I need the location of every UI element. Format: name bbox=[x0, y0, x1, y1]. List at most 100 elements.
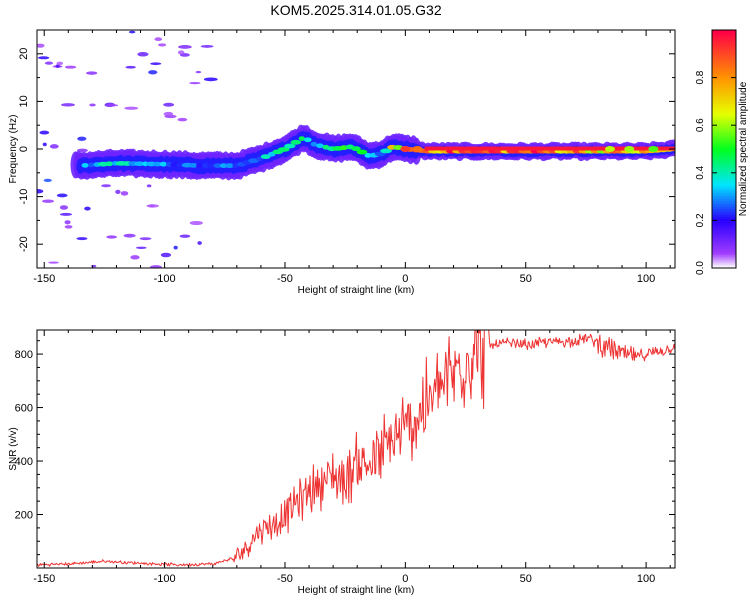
colorbar-cell bbox=[712, 248, 736, 251]
noise-speckle bbox=[42, 142, 47, 147]
noise-speckle bbox=[115, 189, 121, 195]
colorbar-cell bbox=[712, 230, 736, 233]
colorbar-cell bbox=[712, 168, 736, 172]
ridge-core bbox=[153, 161, 162, 167]
colorbar-cell bbox=[712, 252, 736, 255]
snr-y-axis-title: SNR (v/v) bbox=[8, 427, 19, 470]
colorbar-cell bbox=[712, 258, 736, 261]
ridge-core bbox=[260, 154, 271, 160]
colorbar-cell bbox=[712, 139, 736, 142]
colorbar-cell bbox=[712, 35, 736, 39]
noise-speckle bbox=[37, 43, 45, 48]
noise-speckle bbox=[195, 70, 202, 74]
colorbar-cell bbox=[712, 65, 736, 69]
noise-speckle bbox=[148, 70, 158, 75]
ridge-core bbox=[256, 156, 263, 162]
colorbar-cell bbox=[712, 101, 736, 104]
colorbar-tick-label: 0.8 bbox=[695, 70, 706, 84]
colorbar-cell bbox=[712, 242, 736, 245]
noise-speckle bbox=[64, 220, 71, 225]
spectrogram-y-axis-title: Frequency (Hz) bbox=[8, 115, 19, 184]
x-tick-label: 0 bbox=[402, 273, 408, 285]
colorbar-cell bbox=[712, 117, 736, 120]
noise-speckle bbox=[149, 265, 162, 268]
colorbar-cell bbox=[712, 164, 736, 168]
colorbar-cell bbox=[712, 200, 736, 204]
colorbar-cell bbox=[712, 218, 736, 221]
y-tick-label: 0 bbox=[18, 146, 30, 152]
noise-speckle bbox=[84, 206, 91, 211]
colorbar-cell bbox=[712, 160, 736, 164]
colorbar-cell bbox=[712, 30, 736, 33]
x-tick-label: 0 bbox=[402, 573, 408, 585]
ridge-core bbox=[159, 161, 168, 167]
colorbar-cell bbox=[712, 147, 736, 150]
ridge-core bbox=[310, 141, 318, 147]
ridge-band bbox=[424, 146, 675, 151]
ridge-core bbox=[206, 163, 217, 169]
noise-speckle bbox=[203, 77, 218, 82]
colorbar-cell bbox=[712, 186, 736, 190]
colorbar-cell bbox=[712, 107, 736, 110]
ridge-core bbox=[316, 143, 324, 149]
ridge-core bbox=[277, 147, 290, 152]
noise-speckle bbox=[76, 237, 88, 241]
colorbar-cell bbox=[712, 190, 736, 194]
noise-speckle bbox=[123, 233, 136, 238]
colorbar-cell bbox=[712, 162, 736, 166]
colorbar-cell bbox=[712, 125, 736, 128]
colorbar-cell bbox=[712, 158, 736, 162]
noise-speckle bbox=[106, 104, 119, 107]
colorbar-cell bbox=[712, 260, 736, 263]
colorbar-cell bbox=[712, 59, 736, 63]
noise-speckle bbox=[89, 103, 96, 107]
colorbar-cell bbox=[712, 39, 736, 43]
colorbar-cell bbox=[712, 97, 736, 101]
noise-speckle bbox=[64, 225, 73, 229]
noise-speckle bbox=[125, 65, 136, 69]
colorbar-cell bbox=[712, 154, 736, 158]
colorbar-cell bbox=[712, 33, 736, 37]
colorbar-cell bbox=[712, 93, 736, 97]
ridge-core bbox=[304, 137, 312, 143]
colorbar-tick-label: 0.0 bbox=[695, 261, 706, 275]
colorbar-cell bbox=[712, 188, 736, 192]
colorbar-cell bbox=[712, 226, 736, 229]
colorbar-cell bbox=[712, 77, 736, 81]
noise-speckle bbox=[173, 245, 178, 250]
x-tick-label: -100 bbox=[154, 273, 176, 285]
ridge-hotspot bbox=[648, 146, 659, 152]
colorbar-cell bbox=[712, 216, 736, 220]
y-tick-label: 10 bbox=[18, 95, 30, 107]
y-tick-label: 20 bbox=[18, 48, 30, 60]
spectrogram-x-axis-title: Height of straight line (km) bbox=[298, 285, 415, 296]
colorbar-cell bbox=[712, 99, 736, 102]
ridge-core bbox=[248, 158, 260, 164]
colorbar-cell bbox=[712, 244, 736, 247]
x-tick-label: -150 bbox=[33, 573, 55, 585]
colorbar-cell bbox=[712, 194, 736, 198]
colorbar-cell bbox=[712, 220, 736, 223]
colorbar-cell bbox=[712, 256, 736, 259]
colorbar-cell bbox=[712, 45, 736, 49]
ridge-core bbox=[224, 163, 235, 169]
colorbar-cell bbox=[712, 234, 736, 237]
colorbar-cell bbox=[712, 152, 736, 156]
colorbar-cell bbox=[712, 135, 736, 138]
colorbar-cell bbox=[712, 129, 736, 132]
noise-speckle bbox=[200, 44, 214, 48]
colorbar-tick-label: 0.2 bbox=[695, 213, 706, 227]
noise-speckle bbox=[43, 178, 52, 182]
noise-speckle bbox=[178, 45, 192, 49]
colorbar: 0.0 0.2 0.4 0.6 0.8 Normalized spectral ampl… bbox=[695, 29, 749, 275]
ridge-core bbox=[81, 162, 89, 168]
noise-speckle bbox=[42, 199, 55, 203]
colorbar-cell bbox=[712, 228, 736, 231]
colorbar-cell bbox=[712, 75, 736, 79]
noise-speckle bbox=[49, 144, 59, 149]
colorbar-cell bbox=[712, 87, 736, 91]
snr-panel: -150 -100 -50 0 50 100 200 400 600 800 Height of… bbox=[8, 329, 676, 596]
ridge-core bbox=[134, 161, 145, 167]
colorbar-frame bbox=[711, 29, 737, 269]
